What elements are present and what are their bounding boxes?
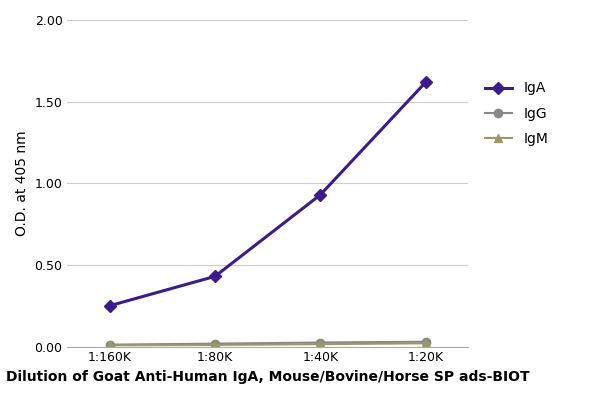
IgM (106, 343, 113, 348)
IgM (422, 341, 430, 346)
IgG (211, 341, 218, 346)
IgA (422, 80, 430, 85)
Line: IgG: IgG (106, 338, 430, 349)
IgM (317, 342, 324, 346)
X-axis label: Dilution of Goat Anti-Human IgA, Mouse/Bovine/Horse SP ads-BIOT: Dilution of Goat Anti-Human IgA, Mouse/B… (6, 370, 530, 384)
IgA (106, 303, 113, 308)
Line: IgA: IgA (106, 78, 430, 310)
Line: IgM: IgM (106, 339, 430, 350)
IgG (422, 339, 430, 344)
IgM (211, 343, 218, 348)
IgG (317, 340, 324, 345)
Y-axis label: O.D. at 405 nm: O.D. at 405 nm (15, 130, 29, 236)
IgA (211, 274, 218, 279)
IgA (317, 192, 324, 197)
Legend: IgA, IgG, IgM: IgA, IgG, IgM (479, 76, 554, 151)
IgG (106, 342, 113, 347)
